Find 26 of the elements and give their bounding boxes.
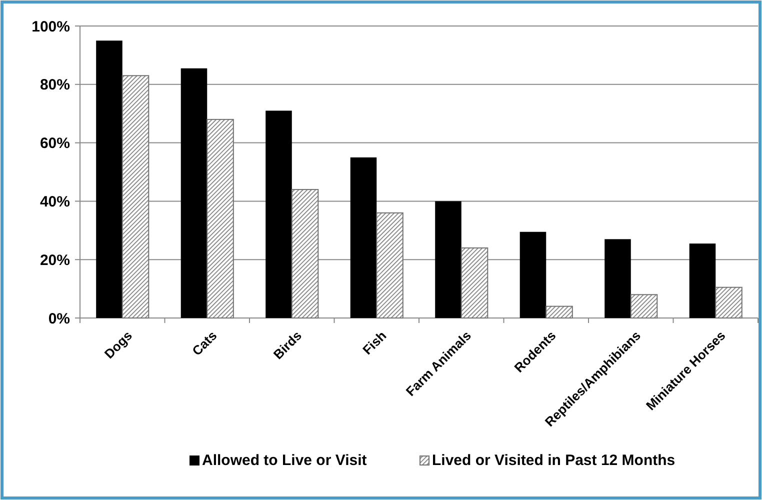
bar	[291, 189, 319, 318]
y-tick-label: 0%	[48, 310, 70, 328]
y-tick-label: 20%	[40, 252, 70, 269]
x-tick-label: Cats	[189, 328, 220, 358]
y-tick-label: 100%	[32, 18, 70, 36]
y-tick-label: 80%	[40, 76, 70, 94]
legend-label: Lived or Visited in Past 12 Months	[432, 452, 676, 469]
bar	[266, 110, 292, 318]
bar	[122, 75, 150, 318]
bar	[604, 239, 631, 318]
x-tick-label: Fish	[360, 328, 390, 358]
y-tick-label: 60%	[40, 135, 70, 152]
bar	[96, 40, 122, 318]
bar	[350, 157, 377, 318]
bar	[689, 244, 716, 318]
bar	[180, 68, 208, 318]
bar	[435, 201, 462, 318]
bar	[546, 306, 573, 318]
legend-label: Allowed to Live or Visit	[202, 452, 367, 469]
bar	[520, 232, 546, 318]
y-tick-label: 40%	[40, 193, 70, 210]
bar	[460, 247, 488, 318]
bar	[715, 286, 742, 318]
bar	[630, 294, 658, 318]
bar	[376, 212, 404, 318]
bar	[206, 118, 234, 318]
